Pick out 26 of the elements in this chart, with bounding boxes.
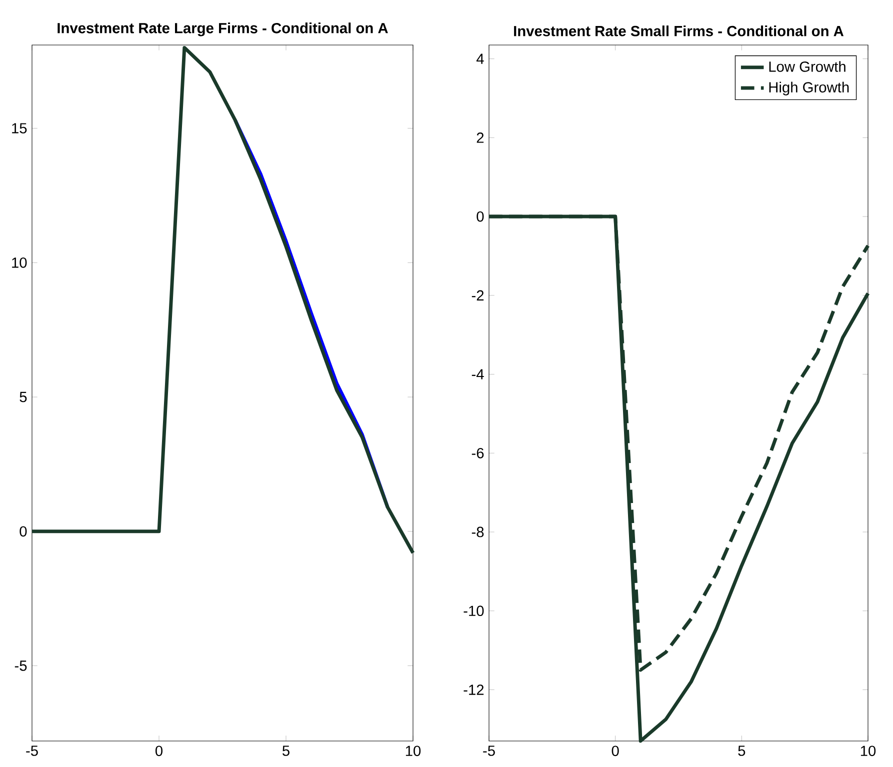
chart-title: Investment Rate Large Firms - Conditional on A <box>58 22 388 36</box>
x-tick-label: -5 <box>483 746 495 756</box>
x-tick-label: 0 <box>612 746 619 756</box>
legend-label: High Growth <box>769 82 849 96</box>
y-tick-label: 4 <box>476 54 484 64</box>
y-tick-label: 5 <box>20 392 27 402</box>
y-tick-label: 15 <box>12 123 27 134</box>
y-tick-label: -12 <box>464 684 484 695</box>
x-tick-label: 5 <box>282 746 290 756</box>
y-tick-label: -5 <box>14 660 27 671</box>
y-tick-label: -6 <box>472 448 484 458</box>
y-tick-label: 0 <box>476 211 484 222</box>
y-tick-label: 10 <box>12 257 27 268</box>
x-tick-label: -5 <box>26 746 38 756</box>
y-tick-label: -8 <box>472 526 484 538</box>
x-tick-label: 10 <box>860 746 876 756</box>
x-tick-label: 10 <box>406 746 421 756</box>
y-tick-label: 0 <box>20 526 27 537</box>
y-tick-label: 2 <box>476 132 484 143</box>
legend-label: Low Growth <box>769 61 846 72</box>
x-tick-label: 0 <box>155 746 162 756</box>
y-tick-label: -10 <box>464 606 484 616</box>
y-tick-label: -4 <box>472 369 484 380</box>
y-tick-label: -2 <box>472 290 484 301</box>
x-tick-label: 5 <box>738 746 746 756</box>
chart-title: Investment Rate Small Firms - Conditional on A <box>514 26 844 36</box>
